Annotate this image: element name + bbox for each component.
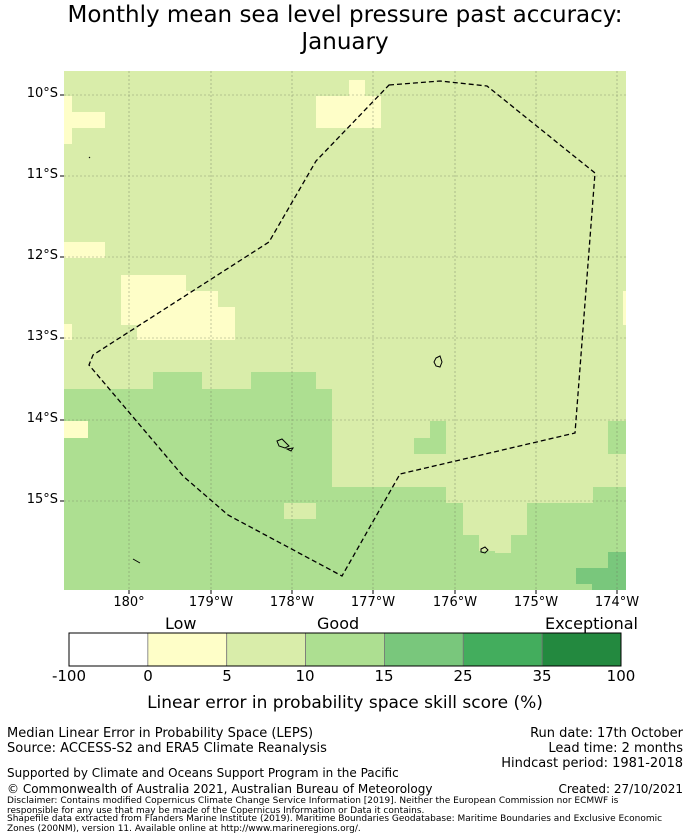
lon-label-177w: 177°W — [350, 595, 396, 610]
footer-created: Created: 27/10/2021 — [558, 782, 683, 796]
colorbar-tick-35: 35 — [532, 667, 552, 685]
island-6 — [88, 156, 91, 159]
colorbar-box — [305, 632, 385, 667]
island-4 — [480, 546, 489, 554]
colorbar-box — [462, 632, 543, 667]
colorbar-tick-0: 0 — [143, 667, 153, 685]
lat-label-14s: 14°S — [26, 411, 58, 426]
eez-boundary — [88, 80, 596, 577]
footer-support: Supported by Climate and Oceans Support … — [7, 766, 399, 780]
colorbar-outline — [68, 632, 622, 667]
colorbar-tick-5: 5 — [222, 667, 232, 685]
title-line-1: Monthly mean sea level pressure past acc… — [67, 2, 623, 28]
colorbar-box — [541, 632, 622, 667]
footer-method: Median Linear Error in Probability Space… — [7, 726, 314, 741]
lon-label-179w: 179°W — [188, 595, 234, 610]
colorbar-box — [384, 632, 464, 667]
footer-source: Source: ACCESS-S2 and ERA5 Climate Reana… — [7, 741, 327, 756]
lon-label-174w: 174°W — [594, 595, 640, 610]
lat-label-10s: 10°S — [26, 86, 58, 101]
low-skill-region — [64, 80, 626, 340]
colorbar-boxes — [68, 632, 622, 667]
islands — [88, 156, 489, 564]
colorbar-box — [68, 632, 149, 667]
island-3 — [285, 447, 295, 452]
map-panel — [60, 71, 626, 594]
colorbar-box — [147, 632, 228, 667]
lat-label-12s: 12°S — [26, 248, 58, 263]
colorbar-category-exceptional: Exceptional — [545, 614, 638, 633]
footer-disclaimer-1: Disclaimer: Contains modified Copernicus… — [7, 796, 619, 806]
low-holes — [64, 421, 88, 438]
lon-label-180: 180° — [113, 595, 145, 610]
map-title: Monthly mean sea level pressure past acc… — [0, 2, 690, 56]
footer-hindcast: Hindcast period: 1981-2018 — [501, 756, 683, 771]
lat-label-13s: 13°S — [26, 329, 58, 344]
footer-run-date: Run date: 17th October — [530, 726, 683, 741]
lon-label-176w: 176°W — [432, 595, 478, 610]
colorbar-category-low: Low — [165, 614, 197, 633]
lon-label-178w: 178°W — [269, 595, 315, 610]
footer-copyright: © Commonwealth of Australia 2021, Austra… — [7, 782, 433, 796]
footer-disclaimer-3: Shapefile data extracted from Flanders M… — [7, 814, 663, 824]
lat-label-11s: 11°S — [26, 167, 58, 182]
island-1 — [433, 355, 443, 368]
lon-label-175w: 175°W — [513, 595, 559, 610]
island-2 — [276, 438, 290, 449]
colorbar-box — [226, 632, 306, 667]
colorbar — [68, 632, 622, 667]
footer-lead-time: Lead time: 2 months — [548, 741, 683, 756]
colorbar-tick-25: 25 — [453, 667, 473, 685]
island-5 — [132, 558, 141, 564]
colorbar-tick-15: 15 — [374, 667, 394, 685]
colorbar-tick-100: 100 — [606, 667, 636, 685]
colorbar-tick-10: 10 — [295, 667, 315, 685]
lat-label-15s: 15°S — [26, 492, 58, 507]
title-line-2: January — [301, 29, 389, 55]
colorbar-category-good: Good — [317, 614, 360, 633]
colorbar-label: Linear error in probability space skill … — [147, 693, 543, 713]
footer-disclaimer-2: responsible for any use that may be made… — [7, 806, 425, 816]
gridlines — [64, 71, 626, 590]
colorbar-tick--100: -100 — [51, 667, 87, 685]
axis-ticks — [60, 94, 618, 594]
footer-disclaimer-4: Zones (200NM), version 11. Available onl… — [7, 824, 361, 834]
